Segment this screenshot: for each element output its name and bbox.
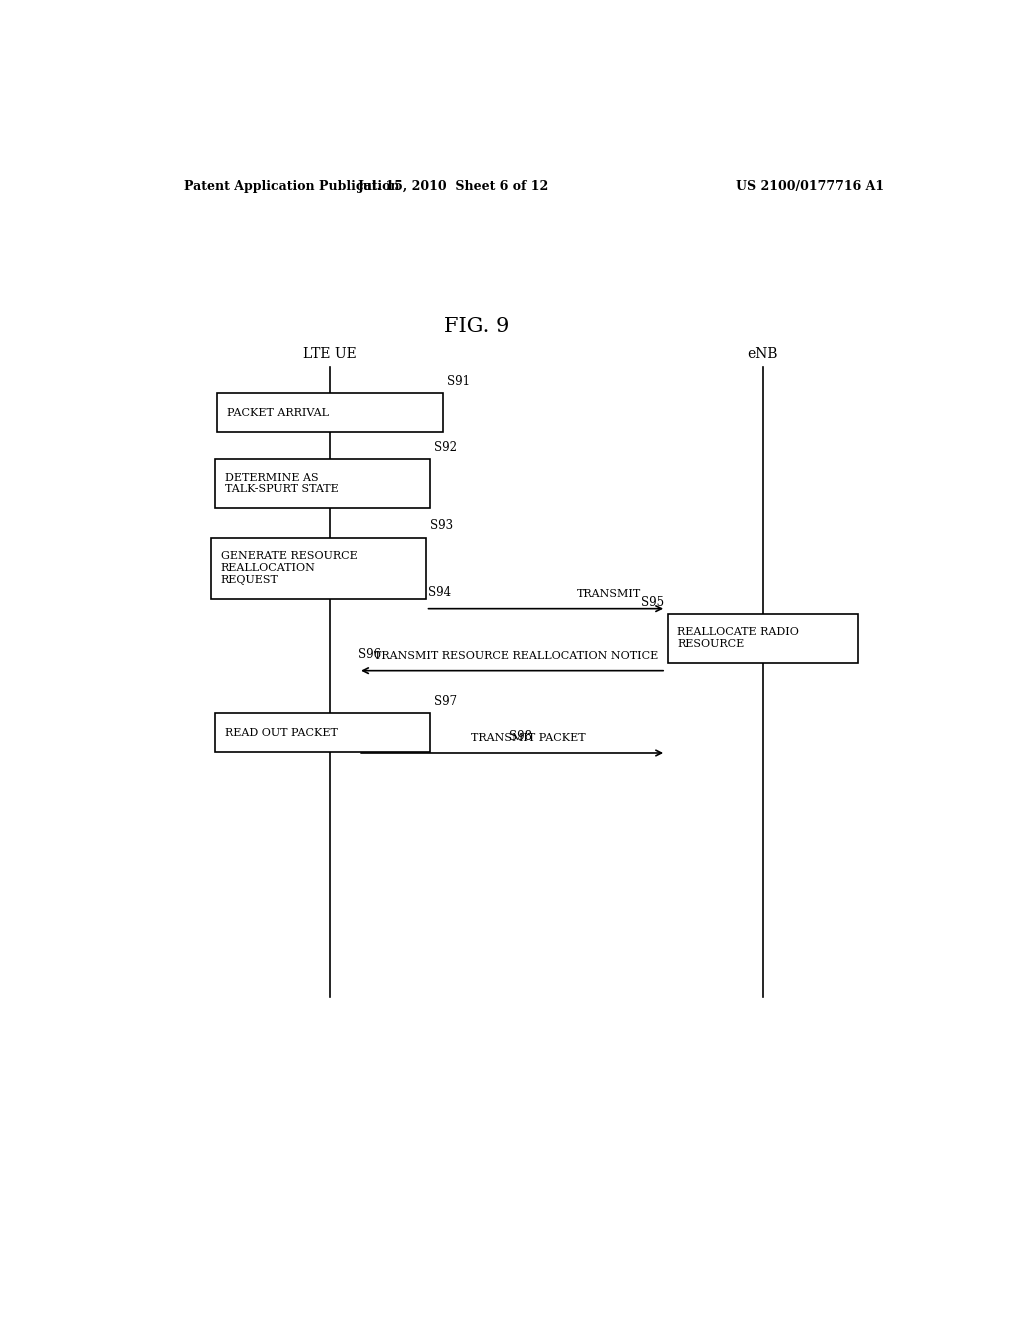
FancyBboxPatch shape bbox=[211, 537, 426, 598]
Text: TRANSMIT RESOURCE REALLOCATION NOTICE: TRANSMIT RESOURCE REALLOCATION NOTICE bbox=[374, 651, 658, 660]
Text: DETERMINE AS
TALK-SPURT STATE: DETERMINE AS TALK-SPURT STATE bbox=[225, 473, 339, 495]
Text: S95: S95 bbox=[641, 595, 664, 609]
Text: S93: S93 bbox=[430, 520, 453, 532]
Text: PACKET ARRIVAL: PACKET ARRIVAL bbox=[226, 408, 329, 417]
Text: S94: S94 bbox=[428, 586, 452, 598]
Text: REALLOCATE RADIO
RESOURCE: REALLOCATE RADIO RESOURCE bbox=[677, 627, 799, 649]
FancyBboxPatch shape bbox=[215, 459, 430, 508]
Text: S97: S97 bbox=[433, 696, 457, 709]
Text: S91: S91 bbox=[447, 375, 470, 388]
Text: S92: S92 bbox=[433, 441, 457, 454]
Text: US 2100/0177716 A1: US 2100/0177716 A1 bbox=[736, 181, 885, 193]
Text: LTE UE: LTE UE bbox=[303, 347, 357, 360]
Text: TRANSMIT: TRANSMIT bbox=[578, 589, 641, 598]
Text: FIG. 9: FIG. 9 bbox=[444, 317, 510, 335]
Text: S98: S98 bbox=[509, 730, 531, 743]
Text: Jul. 15, 2010  Sheet 6 of 12: Jul. 15, 2010 Sheet 6 of 12 bbox=[357, 181, 549, 193]
Text: READ OUT PACKET: READ OUT PACKET bbox=[225, 727, 338, 738]
FancyBboxPatch shape bbox=[215, 713, 430, 752]
Text: TRANSMIT PACKET: TRANSMIT PACKET bbox=[471, 733, 586, 743]
FancyBboxPatch shape bbox=[668, 614, 858, 663]
FancyBboxPatch shape bbox=[217, 393, 443, 432]
Text: S96: S96 bbox=[358, 648, 381, 660]
Text: Patent Application Publication: Patent Application Publication bbox=[183, 181, 399, 193]
Text: eNB: eNB bbox=[748, 347, 778, 360]
Text: GENERATE RESOURCE
REALLOCATION
REQUEST: GENERATE RESOURCE REALLOCATION REQUEST bbox=[221, 552, 357, 585]
